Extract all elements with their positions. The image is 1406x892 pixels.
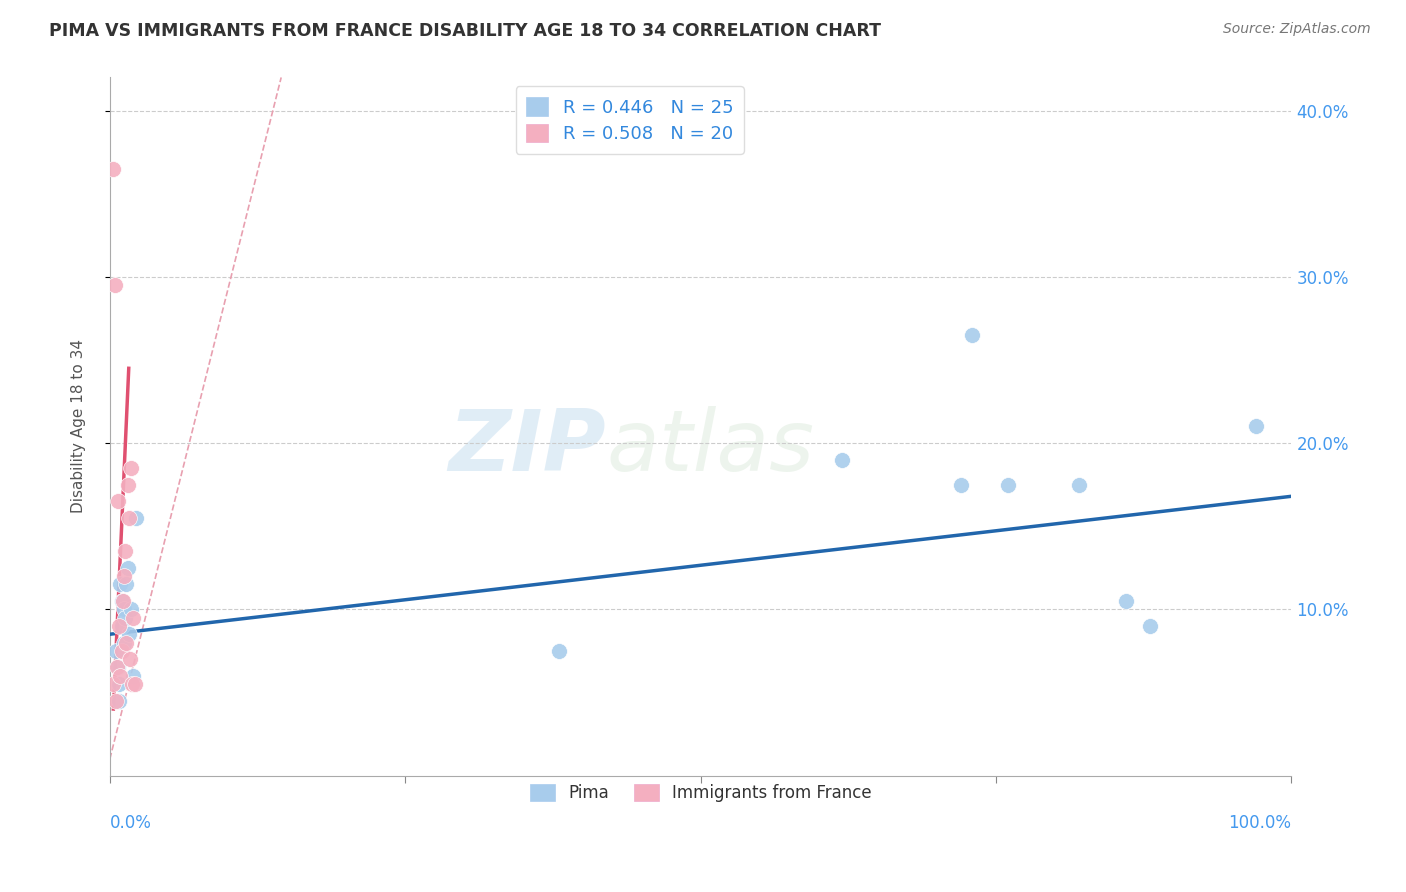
Point xyxy=(120,602,142,616)
Point xyxy=(104,694,127,708)
Point xyxy=(949,477,972,491)
Point xyxy=(1067,477,1090,491)
Point xyxy=(103,161,125,176)
Text: 0.0%: 0.0% xyxy=(110,814,152,832)
Y-axis label: Disability Age 18 to 34: Disability Age 18 to 34 xyxy=(72,340,86,514)
Point xyxy=(103,278,125,293)
Point xyxy=(110,669,132,683)
Point xyxy=(997,477,1019,491)
Point xyxy=(118,652,141,666)
Point xyxy=(112,569,135,583)
Point xyxy=(107,660,129,674)
Point xyxy=(111,619,134,633)
Legend: Pima, Immigrants from France: Pima, Immigrants from France xyxy=(523,778,879,809)
Point xyxy=(125,511,148,525)
Point xyxy=(118,511,141,525)
Point xyxy=(547,644,569,658)
Point xyxy=(1244,419,1267,434)
Point xyxy=(117,477,139,491)
Point xyxy=(103,677,125,691)
Point xyxy=(122,610,145,624)
Point xyxy=(107,494,129,508)
Point xyxy=(112,635,135,649)
Point xyxy=(111,594,134,608)
Text: Source: ZipAtlas.com: Source: ZipAtlas.com xyxy=(1223,22,1371,37)
Text: atlas: atlas xyxy=(606,406,814,489)
Point xyxy=(121,677,143,691)
Point xyxy=(1139,619,1161,633)
Text: PIMA VS IMMIGRANTS FROM FRANCE DISABILITY AGE 18 TO 34 CORRELATION CHART: PIMA VS IMMIGRANTS FROM FRANCE DISABILIT… xyxy=(49,22,882,40)
Point xyxy=(111,644,134,658)
Point xyxy=(962,328,984,343)
Point xyxy=(110,577,132,591)
Point xyxy=(114,610,136,624)
Point xyxy=(1115,594,1137,608)
Text: ZIP: ZIP xyxy=(449,406,606,489)
Point xyxy=(122,669,145,683)
Point xyxy=(104,644,127,658)
Point xyxy=(115,635,138,649)
Point xyxy=(108,694,131,708)
Point xyxy=(108,619,131,633)
Point xyxy=(112,602,135,616)
Point xyxy=(831,452,853,467)
Point xyxy=(105,660,128,674)
Point xyxy=(115,577,138,591)
Point xyxy=(114,544,136,558)
Point xyxy=(120,461,142,475)
Text: 100.0%: 100.0% xyxy=(1229,814,1292,832)
Point xyxy=(118,627,141,641)
Point xyxy=(124,677,146,691)
Point xyxy=(108,677,131,691)
Point xyxy=(117,560,139,574)
Point xyxy=(111,594,134,608)
